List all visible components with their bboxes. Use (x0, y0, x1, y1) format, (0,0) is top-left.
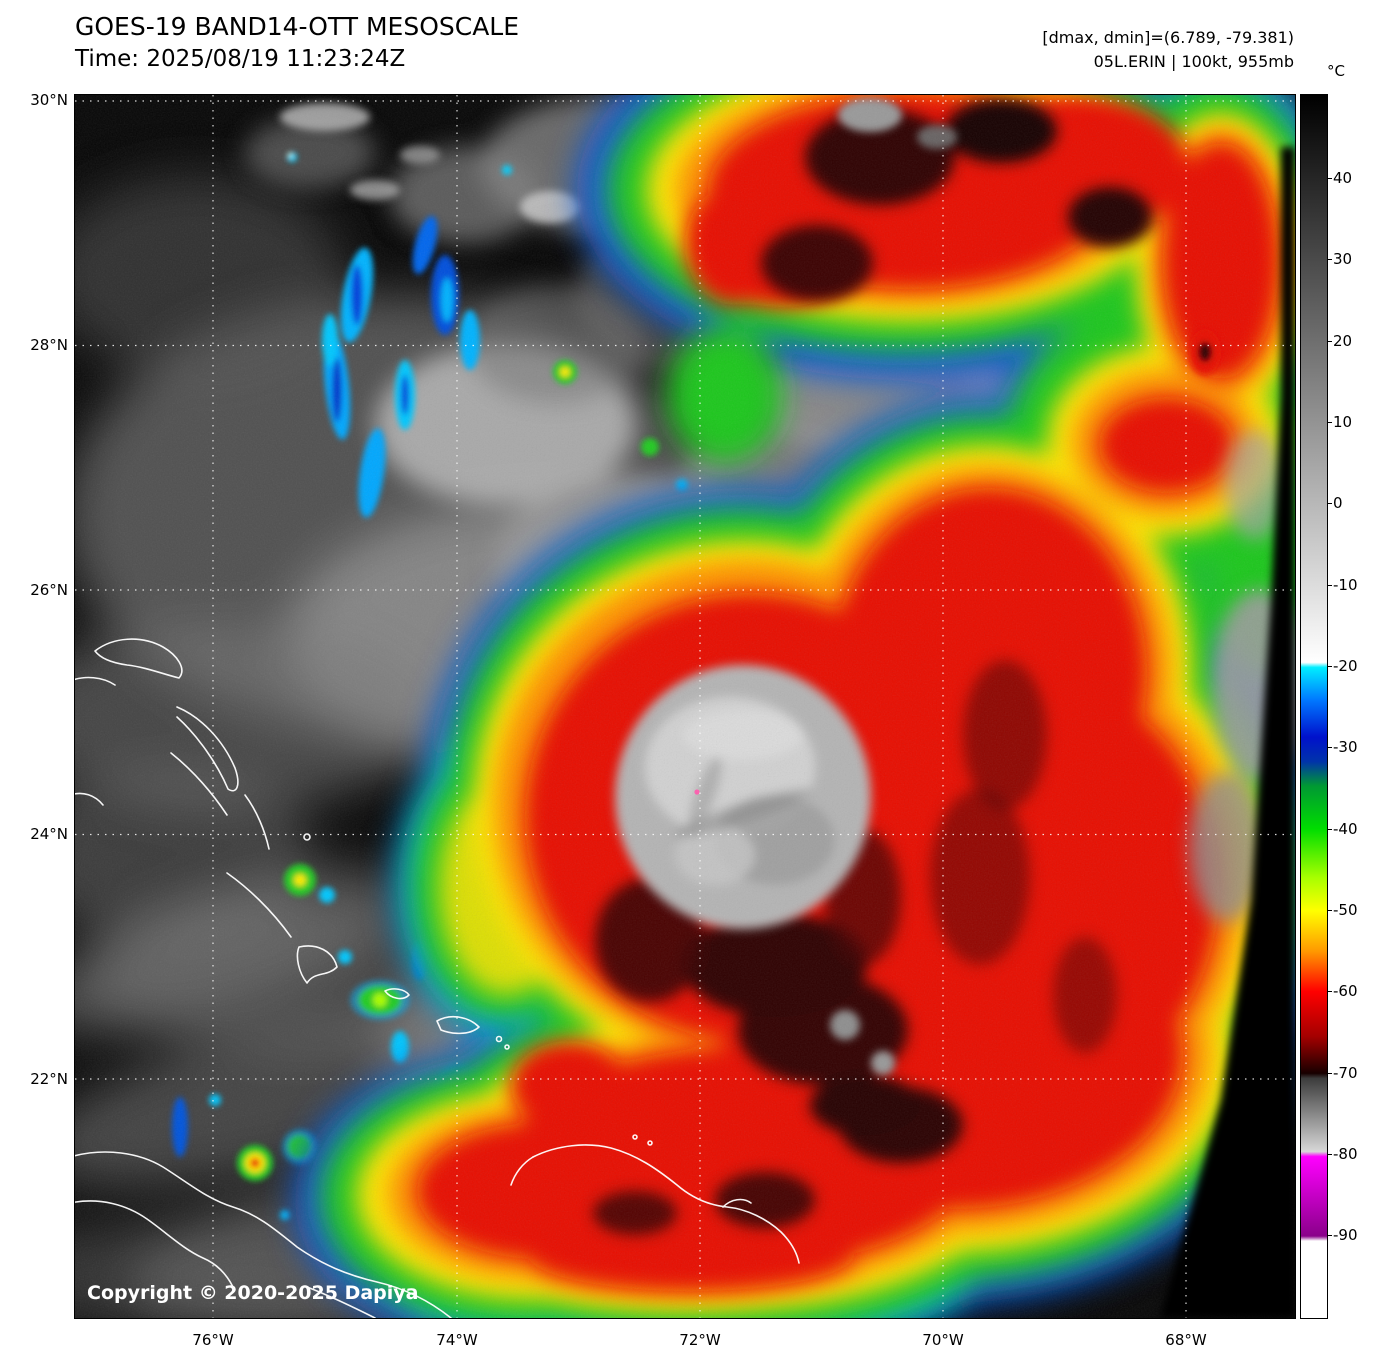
header-right-block: [dmax, dmin]=(6.789, -79.381) 05L.ERIN |… (1042, 26, 1294, 74)
colorbar-tick-label: 30 (1333, 250, 1353, 268)
colorbar-tick-label: 40 (1333, 169, 1353, 187)
lat-tick-label: 22°N (30, 1070, 68, 1088)
lon-tick-label: 68°W (1165, 1331, 1207, 1349)
colorbar-tick-label: -20 (1333, 657, 1358, 675)
colorbar-tick-label: 20 (1333, 332, 1353, 350)
storm-info-readout: 05L.ERIN | 100kt, 955mb (1093, 52, 1294, 71)
colorbar-tickmark (1327, 910, 1332, 911)
colorbar-tickmark (1327, 1235, 1332, 1236)
colorbar-tick-label: 0 (1333, 494, 1343, 512)
colorbar-tickmark (1327, 829, 1332, 830)
colorbar-unit-label: °C (1327, 62, 1345, 80)
satellite-image (75, 95, 1295, 1318)
colorbar-tickmark (1327, 259, 1332, 260)
colorbar-tickmark (1327, 422, 1332, 423)
lon-tick-label: 70°W (922, 1331, 964, 1349)
lon-tick-label: 74°W (436, 1331, 478, 1349)
image-timestamp: Time: 2025/08/19 11:23:24Z (75, 46, 406, 72)
colorbar-tickmark (1327, 585, 1332, 586)
lon-tick-label: 72°W (679, 1331, 721, 1349)
coastlines (75, 638, 800, 1318)
colorbar-tick-label: -10 (1333, 576, 1358, 594)
noise-overlay (75, 95, 1295, 1318)
lat-tick-label: 26°N (30, 581, 68, 599)
colorbar-tickmark (1327, 1073, 1332, 1074)
colorbar-gradient (1300, 94, 1328, 1319)
colorbar-tick-label: -30 (1333, 738, 1358, 756)
colorbar-tickmark (1327, 666, 1332, 667)
lat-tick-label: 30°N (30, 91, 68, 109)
lon-tick-label: 76°W (192, 1331, 234, 1349)
colorbar-tick-label: -90 (1333, 1226, 1358, 1244)
colorbar-tickmark (1327, 991, 1332, 992)
lat-tick-label: 28°N (30, 336, 68, 354)
colorbar-tickmark (1327, 747, 1332, 748)
no-data-wedge (1160, 147, 1295, 1318)
colorbar-tickmark (1327, 503, 1332, 504)
colorbar-tickmark (1327, 341, 1332, 342)
colorbar-tick-label: -50 (1333, 901, 1358, 919)
colorbar-tick-label: -70 (1333, 1064, 1358, 1082)
page-title: GOES-19 BAND14-OTT MESOSCALE (75, 12, 520, 41)
copyright-watermark: Copyright © 2020-2025 Dapiya (87, 1282, 419, 1304)
colorbar-tick-label: -60 (1333, 982, 1358, 1000)
colorbar-tick-label: -40 (1333, 820, 1358, 838)
colorbar-tick-label: 10 (1333, 413, 1353, 431)
colorbar-tickmark (1327, 1154, 1332, 1155)
colorbar-tickmark (1327, 178, 1332, 179)
lat-tick-label: 24°N (30, 825, 68, 843)
colorbar-tick-label: -80 (1333, 1145, 1358, 1163)
graticule-gridlines (75, 95, 1295, 1318)
satellite-map: Copyright © 2020-2025 Dapiya (74, 94, 1296, 1319)
dmax-dmin-readout: [dmax, dmin]=(6.789, -79.381) (1042, 28, 1294, 47)
